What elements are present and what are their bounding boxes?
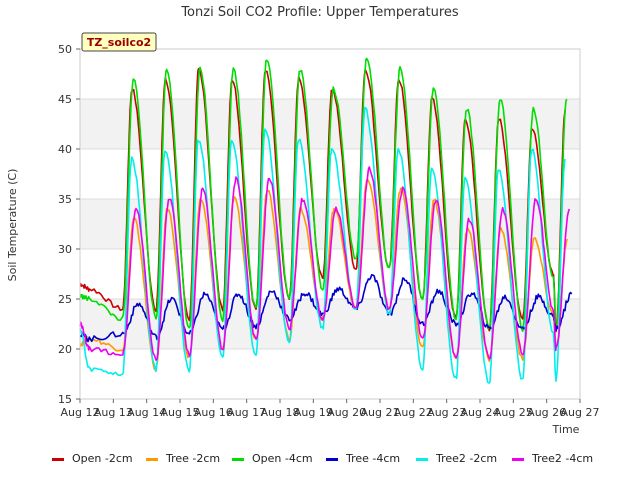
legend: Open -2cm Tree -2cm Open -4cm Tree -4cm Tree… — [0, 452, 640, 472]
x-tick-label: Aug 26 — [527, 406, 566, 419]
x-tick-label: Aug 19 — [294, 406, 333, 419]
legend-label: Open -4cm — [252, 452, 313, 465]
legend-swatch — [326, 457, 338, 461]
series-line-tree2-2cm — [79, 106, 566, 384]
plot-frame — [79, 48, 581, 400]
x-tick-label: Aug 13 — [94, 406, 133, 419]
legend-item: Open -2cm — [52, 452, 133, 472]
legend-swatch — [146, 457, 158, 461]
site-label: TZ_soilco2 — [87, 36, 151, 49]
legend-item: Open -4cm — [232, 452, 313, 472]
x-tick-label: Aug 17 — [227, 406, 266, 419]
y-tick-label: 35 — [58, 193, 72, 206]
band — [80, 299, 580, 349]
y-tick-label: 30 — [58, 243, 72, 256]
legend-item: Tree2 -4cm — [512, 452, 593, 472]
series-line-open-4cm — [79, 57, 568, 332]
x-tick-label: Aug 25 — [494, 406, 533, 419]
legend-swatch — [52, 457, 64, 461]
x-tick-label: Aug 24 — [461, 406, 500, 419]
y-tick-label: 15 — [58, 393, 72, 406]
band — [80, 49, 580, 99]
chart-title: Tonzi Soil CO2 Profile: Upper Temperatur… — [180, 5, 459, 20]
y-tick-label: 45 — [58, 93, 72, 106]
y-tick-label: 20 — [58, 343, 72, 356]
legend-item: Tree2 -2cm — [416, 452, 497, 472]
legend-label: Tree2 -2cm — [436, 452, 498, 465]
x-tick-label: Aug 23 — [427, 406, 466, 419]
band — [80, 349, 580, 399]
x-tick-label: Aug 16 — [194, 406, 233, 419]
y-axis-label: Soil Temperature (C) — [6, 169, 19, 282]
x-tick-label: Aug 22 — [394, 406, 433, 419]
x-tick-label: Aug 15 — [161, 406, 200, 419]
x-axis-label: Time — [552, 423, 580, 436]
legend-label: Tree -4cm — [346, 452, 401, 465]
x-tick-label: Aug 20 — [327, 406, 366, 419]
y-tick-label: 25 — [58, 293, 72, 306]
legend-swatch — [232, 457, 244, 461]
legend-swatch — [512, 457, 524, 461]
x-tick-label: Aug 21 — [361, 406, 400, 419]
legend-label: Tree -2cm — [166, 452, 221, 465]
x-tick-label: Aug 14 — [127, 406, 166, 419]
series-line-tree2-4cm — [79, 166, 571, 361]
legend-item: Tree -4cm — [326, 452, 400, 472]
y-tick-label: 50 — [58, 43, 72, 56]
x-tick-label: Aug 27 — [561, 406, 600, 419]
y-axis: 15 20 25 30 35 40 45 50 — [58, 43, 80, 406]
legend-swatch — [416, 457, 428, 461]
x-tick-label: Aug 18 — [261, 406, 300, 419]
x-tick-label: Aug 12 — [61, 406, 100, 419]
legend-label: Open -2cm — [72, 452, 133, 465]
series-layer — [79, 57, 573, 384]
site-label-box: TZ_soilco2 — [81, 32, 157, 52]
legend-label: Tree2 -4cm — [532, 452, 594, 465]
legend-item: Tree -2cm — [146, 452, 220, 472]
y-tick-label: 40 — [58, 143, 72, 156]
series-line-tree-4cm — [79, 274, 573, 343]
